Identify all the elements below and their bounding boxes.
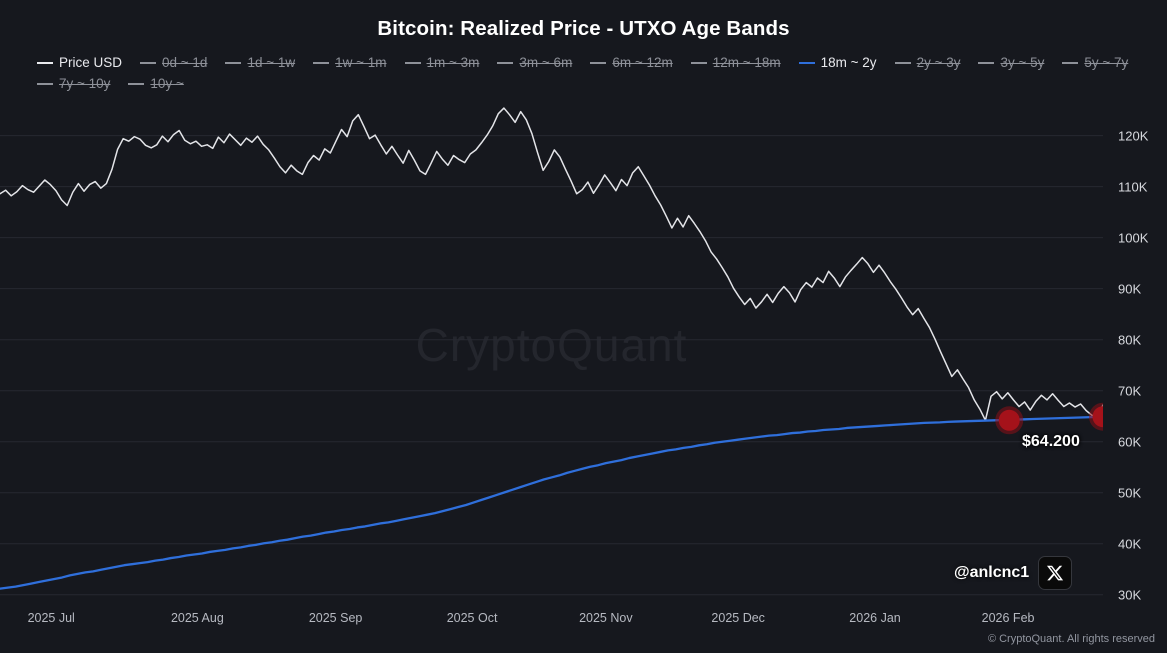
legend-item-7y-10y[interactable]: 7y ~ 10y: [33, 73, 114, 94]
y-axis-tick-label: 90K: [1118, 281, 1142, 297]
x-axis-tick-label: 2025 Aug: [170, 611, 224, 625]
legend-item-10y-[interactable]: 10y ~: [124, 73, 187, 94]
chart-legend[interactable]: Price USD 0d ~ 1d 1d ~ 1w 1w ~ 1m 1m ~ 3m 3m …: [33, 52, 1153, 94]
legend-item-label: Price USD: [59, 55, 123, 70]
legend-item-label: 2y ~ 3y: [916, 55, 961, 70]
y-axis-tick-label: 60K: [1118, 434, 1142, 450]
legend-item-1w-1m[interactable]: 1w ~ 1m: [309, 52, 390, 73]
plot-area: [0, 105, 1103, 605]
legend-item-label: 10y ~: [150, 76, 184, 91]
legend-item-price-usd[interactable]: Price USD: [33, 52, 126, 73]
legend-item-1m-3m[interactable]: 1m ~ 3m: [401, 52, 484, 73]
chart-svg: [0, 107, 1103, 596]
legend-item-label: 6m ~ 12m: [612, 55, 673, 70]
legend-swatch-icon: [37, 61, 53, 64]
x-axis-tick-label: 2025 Oct: [446, 611, 498, 625]
legend-item-label: 1w ~ 1m: [335, 55, 387, 70]
legend-item-label: 18m ~ 2y: [820, 55, 877, 70]
y-axis-tick-label: 100K: [1118, 230, 1149, 246]
legend-swatch-icon: [978, 61, 995, 64]
legend-swatch-icon: [140, 61, 157, 64]
legend-item-3y-5y[interactable]: 3y ~ 5y: [974, 52, 1048, 73]
legend-swatch-icon: [798, 61, 815, 64]
series-line-price-usd: [0, 107, 1103, 422]
legend-item-label: 5y ~ 7y: [1084, 55, 1129, 70]
legend-item-18m-2y[interactable]: 18m ~ 2y: [795, 52, 881, 73]
legend-swatch-icon: [128, 82, 145, 85]
legend-item-6m-12m[interactable]: 6m ~ 12m: [586, 52, 676, 73]
legend-swatch-icon: [690, 61, 707, 64]
legend-item-2y-3y[interactable]: 2y ~ 3y: [891, 52, 965, 73]
legend-swatch-icon: [404, 61, 421, 64]
page-title: Bitcoin: Realized Price - UTXO Age Bands: [377, 17, 790, 40]
x-axis-tick-label: 2026 Feb: [981, 611, 1035, 625]
x-axis-tick-label: 2025 Jul: [27, 611, 75, 625]
y-axis-tick-label: 50K: [1118, 485, 1142, 501]
y-axis-tick-label: 120K: [1118, 128, 1149, 144]
y-axis-tick-label: 40K: [1118, 536, 1142, 552]
legend-swatch-icon: [894, 61, 911, 64]
legend-item-12m-18m[interactable]: 12m ~ 18m: [687, 52, 785, 73]
x-axis-tick-label: 2026 Jan: [849, 611, 901, 625]
author-badge: @anlcnc1: [954, 556, 1073, 590]
legend-item-label: 1m ~ 3m: [426, 55, 480, 70]
copyright-notice: © CryptoQuant. All rights reserved: [987, 633, 1155, 645]
legend-item-label: 3y ~ 5y: [1000, 55, 1045, 70]
y-axis-tick-label: 30K: [1118, 587, 1142, 603]
legend-swatch-icon: [1062, 61, 1079, 64]
legend-item-label: 3m ~ 6m: [519, 55, 573, 70]
legend-swatch-icon: [590, 61, 607, 64]
x-axis-tick-label: 2025 Nov: [579, 611, 633, 625]
legend-item-label: 1d ~ 1w: [247, 55, 296, 70]
x-axis-tick-label: 2025 Sep: [308, 611, 363, 625]
y-axis-tick-label: 110K: [1118, 179, 1148, 195]
gridlines: [0, 135, 1103, 596]
legend-item-0d-1d[interactable]: 0d ~ 1d: [136, 52, 211, 73]
red-dot-marker: [998, 409, 1020, 431]
x-axis-tick-label: 2025 Dec: [711, 611, 765, 625]
series-line-18m-2y: [0, 415, 1103, 590]
y-axis-tick-label: 70K: [1118, 383, 1142, 399]
y-axis-tick-label: 80K: [1118, 332, 1142, 348]
legend-item-label: 0d ~ 1d: [162, 55, 208, 70]
red-dot-marker: [1092, 406, 1103, 428]
legend-swatch-icon: [497, 61, 514, 64]
price-annotation-label: $64.200: [1022, 433, 1080, 450]
annotation-markers: [995, 402, 1103, 435]
legend-swatch-icon: [225, 61, 242, 64]
legend-item-5y-7y[interactable]: 5y ~ 7y: [1058, 52, 1132, 73]
author-handle: @anlcnc1: [954, 564, 1030, 581]
legend-item-label: 7y ~ 10y: [59, 76, 111, 91]
legend-item-label: 12m ~ 18m: [712, 55, 781, 70]
legend-swatch-icon: [313, 61, 330, 64]
legend-swatch-icon: [37, 82, 53, 85]
legend-item-1d-1w[interactable]: 1d ~ 1w: [221, 52, 299, 73]
legend-item-3m-6m[interactable]: 3m ~ 6m: [493, 52, 576, 73]
x-logo-icon[interactable]: [1038, 556, 1073, 590]
